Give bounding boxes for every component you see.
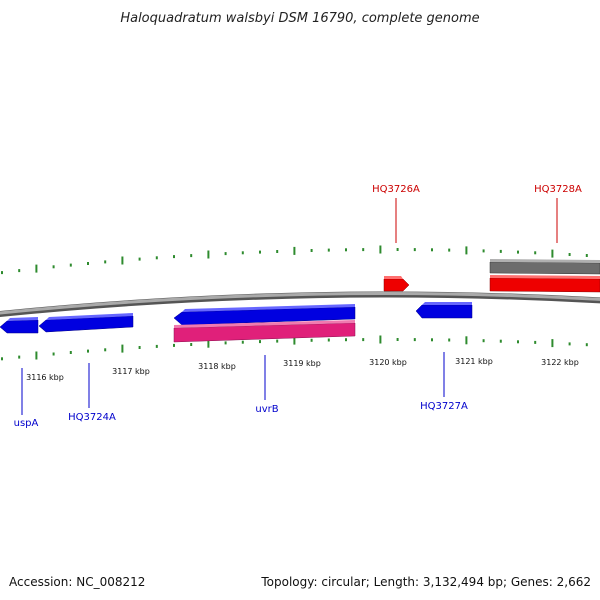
HQ3726A-feature[interactable] [383, 276, 410, 292]
scale-label-3122: 3122 kbp [541, 358, 579, 367]
genome-backbone [0, 292, 600, 315]
gene-label-HQ3728A[interactable]: HQ3728A [534, 184, 582, 195]
uvrB-feature[interactable] [173, 304, 356, 326]
genome-summary-text: Topology: circular; Length: 3,132,494 bp… [260, 575, 591, 589]
HQ3728A-gray-feature[interactable] [489, 259, 600, 275]
accession-text: Accession: NC_008212 [9, 575, 145, 589]
scale-label-3117: 3117 kbp [112, 367, 150, 376]
scale-label-3116: 3116 kbp [26, 373, 64, 382]
gene-label-HQ3726A[interactable]: HQ3726A [372, 184, 420, 195]
uvrB-magenta-feature[interactable] [173, 320, 356, 343]
HQ3724A-feature[interactable] [38, 313, 134, 333]
top-tick-row [1, 245, 588, 275]
HQ3727A-feature[interactable] [415, 302, 473, 319]
gene-label-HQ3724A[interactable]: HQ3724A [68, 412, 116, 423]
scale-labels: 3116 kbp 3117 kbp 3118 kbp 3119 kbp 3120… [26, 357, 579, 382]
gene-labels: uspA HQ3724A uvrB HQ3726A HQ3727A HQ3728… [14, 184, 582, 429]
feature-track [0, 259, 600, 343]
uspA-feature[interactable] [0, 317, 39, 334]
scale-label-3121: 3121 kbp [455, 357, 493, 366]
HQ3728A-feature[interactable] [489, 275, 600, 293]
scale-label-3118: 3118 kbp [198, 362, 236, 371]
gene-label-uspA[interactable]: uspA [14, 418, 39, 429]
gene-label-HQ3727A[interactable]: HQ3727A [420, 401, 468, 412]
scale-label-3120: 3120 kbp [369, 358, 407, 367]
map-title: Haloquadratum walsbyi DSM 16790, complet… [120, 11, 479, 26]
bottom-tick-row [1, 335, 588, 361]
scale-label-3119: 3119 kbp [283, 359, 321, 368]
gene-label-uvrB[interactable]: uvrB [255, 404, 278, 415]
